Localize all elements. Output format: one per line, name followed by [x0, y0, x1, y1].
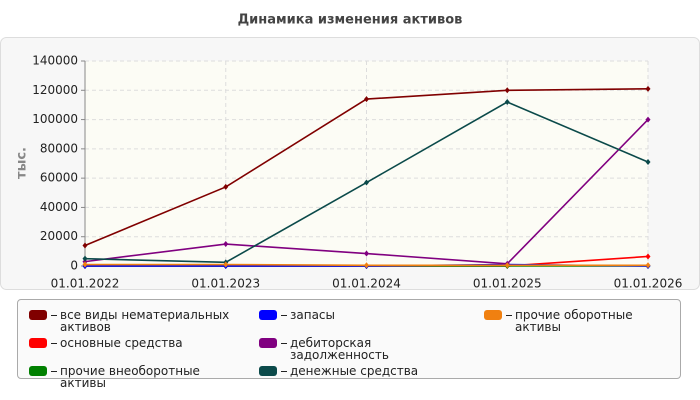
- y-tick-label: 20000: [40, 229, 78, 243]
- point: [223, 241, 229, 248]
- legend-swatch: [29, 366, 47, 376]
- x-tick-label: 01.01.2026: [614, 277, 683, 291]
- point: [504, 262, 510, 269]
- x-tick-label: 01.01.2025: [473, 277, 542, 291]
- point: [223, 261, 229, 268]
- legend-label: денежные средства: [290, 364, 419, 378]
- legend-item: основные средства: [29, 337, 259, 361]
- legend-label: прочие внеоборотные активы: [60, 364, 200, 390]
- point: [364, 250, 369, 257]
- legend-label: прочие оборотные активы: [515, 308, 633, 334]
- legend-swatch: [29, 338, 47, 348]
- point: [645, 116, 651, 123]
- legend-item: все виды нематериальных активов: [29, 309, 259, 333]
- point: [645, 85, 651, 92]
- point: [364, 96, 369, 103]
- legend-dash: [51, 343, 57, 344]
- point: [645, 253, 651, 260]
- chart-title: Динамика изменения активов: [238, 13, 463, 28]
- legend-item: прочие внеоборотные активы: [29, 365, 259, 389]
- legend-dash: [281, 315, 287, 316]
- y-tick-label: 0: [70, 259, 78, 273]
- legend-item: денежные средства: [259, 365, 484, 389]
- legend-swatch: [259, 366, 277, 376]
- point: [82, 255, 88, 262]
- legend-swatch: [29, 310, 47, 320]
- point: [82, 242, 88, 249]
- legend-dash: [51, 371, 57, 372]
- x-tick-label: 01.01.2022: [51, 277, 120, 291]
- x-tick-label: 01.01.2023: [191, 277, 260, 291]
- legend-dash: [281, 371, 287, 372]
- legend-dash: [51, 315, 57, 316]
- legend-item: прочие оборотные активы: [484, 309, 674, 333]
- point: [504, 99, 510, 105]
- legend-label: дебиторская задолженность: [290, 336, 389, 362]
- point: [223, 183, 229, 190]
- y-tick-label: 80000: [40, 141, 78, 155]
- legend-swatch: [259, 338, 277, 348]
- y-tick-label: 60000: [40, 171, 78, 185]
- point: [364, 262, 369, 269]
- legend-label: основные средства: [60, 336, 183, 350]
- legend: все виды нематериальных активов основные …: [17, 299, 681, 389]
- x-tick-label: 01.01.2024: [332, 277, 401, 291]
- point: [504, 87, 510, 94]
- y-tick-label: 40000: [40, 200, 78, 214]
- legend-item: дебиторская задолженность: [259, 337, 484, 361]
- point: [645, 262, 651, 269]
- legend-label: все виды нематериальных активов: [60, 308, 230, 334]
- point: [82, 261, 88, 268]
- point: [364, 179, 369, 186]
- point: [645, 159, 651, 166]
- legend-label: запасы: [290, 308, 336, 322]
- y-tick-label: 140000: [32, 54, 78, 68]
- legend-swatch: [484, 310, 502, 320]
- legend-swatch: [259, 310, 277, 320]
- legend-dash: [506, 315, 512, 316]
- legend-item: запасы: [259, 309, 484, 333]
- y-tick-label: 120000: [32, 83, 78, 97]
- y-axis-label: тыс.: [15, 147, 30, 179]
- legend-dash: [281, 343, 287, 344]
- y-tick-label: 100000: [32, 112, 78, 126]
